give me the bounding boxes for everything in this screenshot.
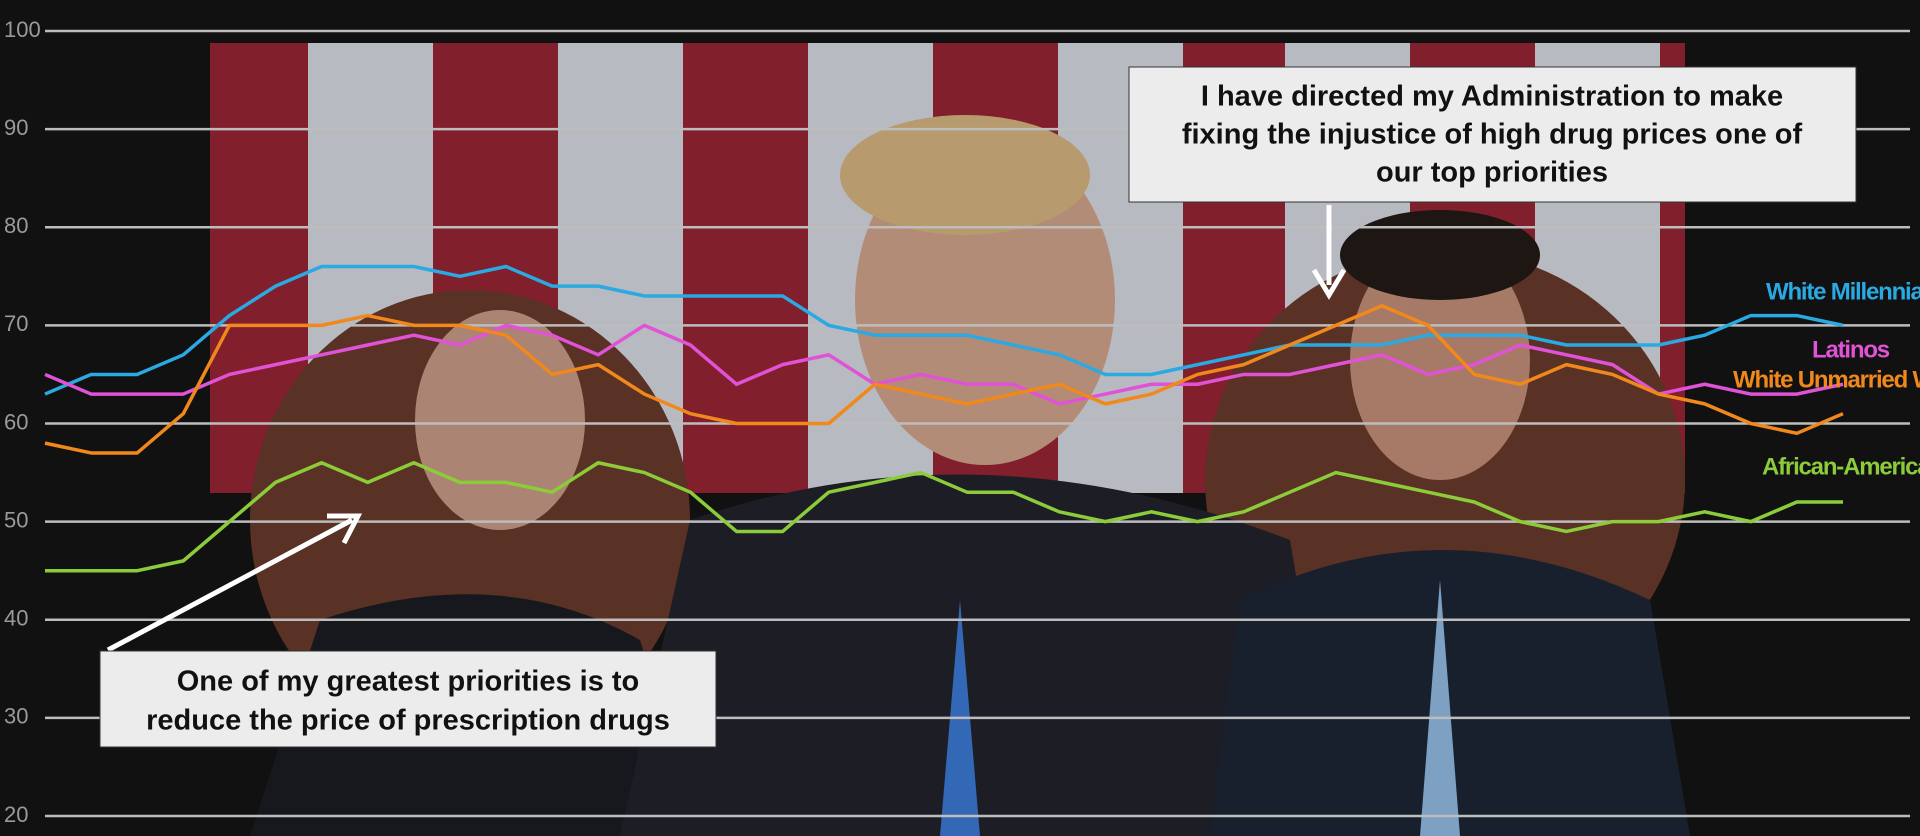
series-line [44, 304, 1844, 455]
y-tick-label: 70 [4, 311, 28, 336]
series-line [44, 323, 1844, 406]
annotation-bottom: One of my greatest priorities is to redu… [99, 650, 717, 748]
y-tick-label: 90 [4, 115, 28, 140]
series-label: Latinos [1812, 336, 1890, 363]
annotation-arrows [106, 205, 1347, 653]
series-line [45, 461, 1843, 573]
y-tick-label: 50 [4, 507, 28, 532]
annotation-line: One of my greatest priorities is to [177, 666, 640, 698]
annotation-line: I have directed my Administration to mak… [1201, 81, 1783, 113]
annotation-top: I have directed my Administration to mak… [1128, 66, 1857, 203]
series-labels: White Millennials Latinos White Unmarried … [1733, 278, 1920, 480]
y-tick-label: 100 [4, 17, 41, 42]
lines [44, 264, 1844, 573]
y-tick-label: 60 [4, 409, 28, 434]
y-tick-label: 80 [4, 213, 28, 238]
y-tick-label: 20 [4, 802, 28, 827]
annotation-line: our top priorities [1376, 157, 1608, 189]
y-tick-label: 40 [4, 606, 28, 631]
series-label: White Unmarried Women [1733, 366, 1920, 393]
annotation-line: reduce the price of prescription drugs [146, 705, 670, 737]
series-label: White Millennials [1766, 278, 1920, 305]
series-line [44, 264, 1844, 396]
annotation-line: fixing the injustice of high drug prices… [1182, 119, 1803, 151]
series-label: African-Americans [1762, 453, 1920, 480]
y-tick-label: 30 [4, 704, 28, 729]
